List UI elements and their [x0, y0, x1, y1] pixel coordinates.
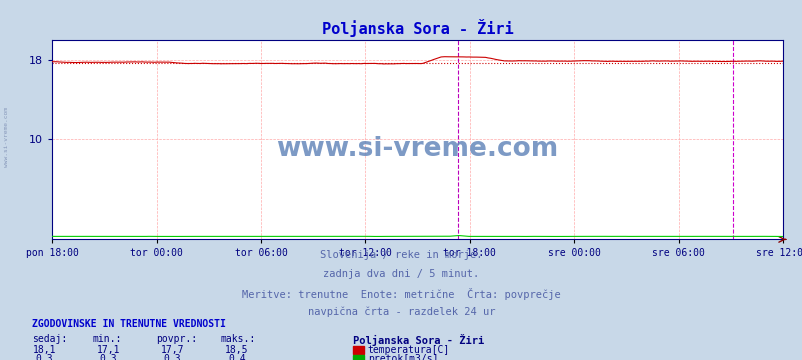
Text: temperatura[C]: temperatura[C]	[367, 345, 449, 355]
Text: pretok[m3/s]: pretok[m3/s]	[367, 354, 438, 360]
Text: 17,7: 17,7	[160, 345, 184, 355]
Text: zadnja dva dni / 5 minut.: zadnja dva dni / 5 minut.	[323, 269, 479, 279]
Text: www.si-vreme.com: www.si-vreme.com	[4, 107, 9, 167]
Text: 18,5: 18,5	[225, 345, 249, 355]
Text: min.:: min.:	[92, 334, 122, 344]
Text: Meritve: trenutne  Enote: metrične  Črta: povprečje: Meritve: trenutne Enote: metrične Črta: …	[242, 288, 560, 300]
Text: 0,3: 0,3	[99, 354, 117, 360]
Text: sedaj:: sedaj:	[32, 334, 67, 344]
Title: Poljanska Sora - Žiri: Poljanska Sora - Žiri	[322, 19, 512, 37]
Text: Slovenija / reke in morje.: Slovenija / reke in morje.	[320, 250, 482, 260]
Text: navpična črta - razdelek 24 ur: navpična črta - razdelek 24 ur	[307, 306, 495, 317]
Text: www.si-vreme.com: www.si-vreme.com	[276, 136, 558, 162]
Text: ZGODOVINSKE IN TRENUTNE VREDNOSTI: ZGODOVINSKE IN TRENUTNE VREDNOSTI	[32, 319, 225, 329]
Text: 0,4: 0,4	[228, 354, 245, 360]
Text: 17,1: 17,1	[96, 345, 120, 355]
Text: 18,1: 18,1	[32, 345, 56, 355]
Text: maks.:: maks.:	[221, 334, 256, 344]
Text: Poljanska Sora - Žiri: Poljanska Sora - Žiri	[353, 334, 484, 346]
Text: povpr.:: povpr.:	[156, 334, 197, 344]
Text: 0,3: 0,3	[35, 354, 53, 360]
Text: 0,3: 0,3	[164, 354, 181, 360]
